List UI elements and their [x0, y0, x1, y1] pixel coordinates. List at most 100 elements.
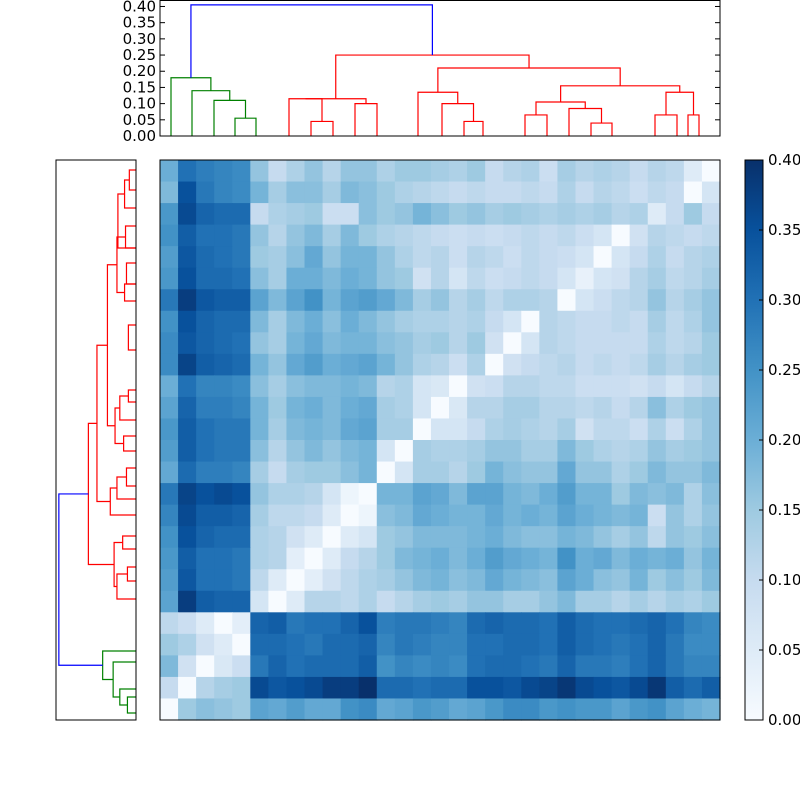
colorbar-tick-label: 0.00: [768, 711, 800, 729]
heatmap-cell: [467, 698, 486, 721]
heatmap-cell: [611, 289, 631, 312]
heatmap-cell: [467, 375, 486, 398]
heatmap-cell: [521, 267, 540, 290]
heatmap-cell: [268, 655, 288, 678]
heatmap-cell: [322, 332, 342, 355]
heatmap-cell: [701, 160, 721, 183]
heatmap-cell: [214, 633, 233, 656]
heatmap-cell: [160, 418, 179, 441]
heatmap-cell: [340, 160, 360, 183]
heatmap-cell: [196, 332, 215, 355]
heatmap-cell: [160, 203, 179, 226]
colorbar-tick-label: 0.10: [768, 571, 800, 589]
heatmap-cell: [430, 633, 450, 656]
heatmap-cell: [611, 353, 631, 376]
heatmap-cell: [503, 160, 522, 183]
heatmap-cell: [250, 676, 269, 700]
heatmap-cell: [160, 547, 179, 570]
heatmap-cell: [629, 676, 649, 700]
heatmap-cell: [232, 698, 251, 721]
heatmap-cell: [304, 396, 324, 420]
heatmap-cell: [485, 418, 504, 441]
heatmap-cell: [304, 590, 324, 613]
heatmap-cell: [412, 418, 432, 441]
heatmap-cell: [160, 332, 179, 355]
heatmap-cell: [557, 676, 577, 700]
heatmap-cell: [449, 246, 468, 269]
heatmap-cell: [340, 440, 360, 463]
heatmap-cell: [539, 655, 559, 678]
heatmap-cell: [521, 310, 540, 333]
heatmap-cell: [322, 483, 342, 506]
heatmap-cell: [376, 676, 396, 700]
heatmap-cell: [358, 267, 378, 290]
heatmap-cell: [430, 289, 450, 312]
heatmap-cell: [575, 181, 595, 204]
heatmap-cell: [629, 547, 649, 570]
heatmap-cell: [647, 612, 667, 635]
heatmap-cell: [304, 698, 324, 721]
heatmap-cell: [665, 224, 685, 247]
heatmap-cell: [467, 353, 486, 376]
heatmap-cell: [412, 590, 432, 613]
heatmap-cell: [485, 310, 504, 333]
heatmap-cell: [503, 590, 522, 613]
heatmap-cell: [376, 440, 396, 463]
heatmap-cell: [557, 181, 577, 204]
heatmap-cell: [467, 526, 486, 549]
dendrogram-link: [87, 422, 115, 566]
heatmap-cell: [449, 267, 468, 290]
heatmap-cell: [196, 418, 215, 441]
heatmap-cell: [232, 310, 251, 333]
heatmap-cell: [250, 224, 269, 247]
heatmap-cell: [539, 633, 559, 656]
heatmap-cell: [593, 698, 613, 721]
heatmap-cell: [304, 332, 324, 355]
heatmap-cell: [214, 526, 233, 549]
heatmap-cell: [521, 569, 540, 592]
dendrogram-link: [463, 120, 484, 136]
heatmap-cell: [449, 203, 468, 226]
heatmap-cell: [521, 203, 540, 226]
heatmap-cell: [286, 246, 306, 269]
heatmap-cell: [449, 504, 468, 527]
heatmap-cell: [665, 590, 685, 613]
heatmap-cell: [214, 676, 233, 700]
heatmap-cell: [160, 246, 179, 269]
heatmap-cell: [575, 655, 595, 678]
heatmap-cell: [503, 289, 522, 312]
heatmap-cell: [268, 569, 288, 592]
heatmap-cell: [196, 676, 215, 700]
heatmap-cell: [539, 569, 559, 592]
heatmap-cell: [160, 440, 179, 463]
heatmap-cell: [358, 203, 378, 226]
heatmap-cell: [575, 246, 595, 269]
heatmap-cell: [358, 440, 378, 463]
heatmap-cell: [557, 440, 577, 463]
heatmap-cell: [503, 246, 522, 269]
heatmap-cell: [322, 375, 342, 398]
heatmap-cell: [286, 267, 306, 290]
heatmap-cell: [214, 375, 233, 398]
heatmap-cell: [430, 246, 450, 269]
heatmap-cell: [160, 224, 179, 247]
heatmap-cell: [647, 289, 667, 312]
colorbar-tick-label: 0.05: [768, 641, 800, 659]
heatmap-cell: [394, 418, 414, 441]
heatmap-cell: [304, 547, 324, 570]
heatmap-cell: [232, 590, 251, 613]
heatmap-cell: [539, 267, 559, 290]
heatmap-cell: [485, 612, 504, 635]
dendrogram-link: [417, 91, 459, 136]
heatmap-cell: [340, 267, 360, 290]
dendrogram-link: [123, 179, 136, 209]
heatmap-cell: [178, 569, 197, 592]
heatmap-cell: [683, 375, 703, 398]
heatmap-cell: [376, 547, 396, 570]
heatmap-cell: [214, 246, 233, 269]
heatmap-cell: [467, 440, 486, 463]
heatmap-cell: [629, 267, 649, 290]
heatmap-cell: [430, 547, 450, 570]
heatmap-cell: [214, 267, 233, 290]
